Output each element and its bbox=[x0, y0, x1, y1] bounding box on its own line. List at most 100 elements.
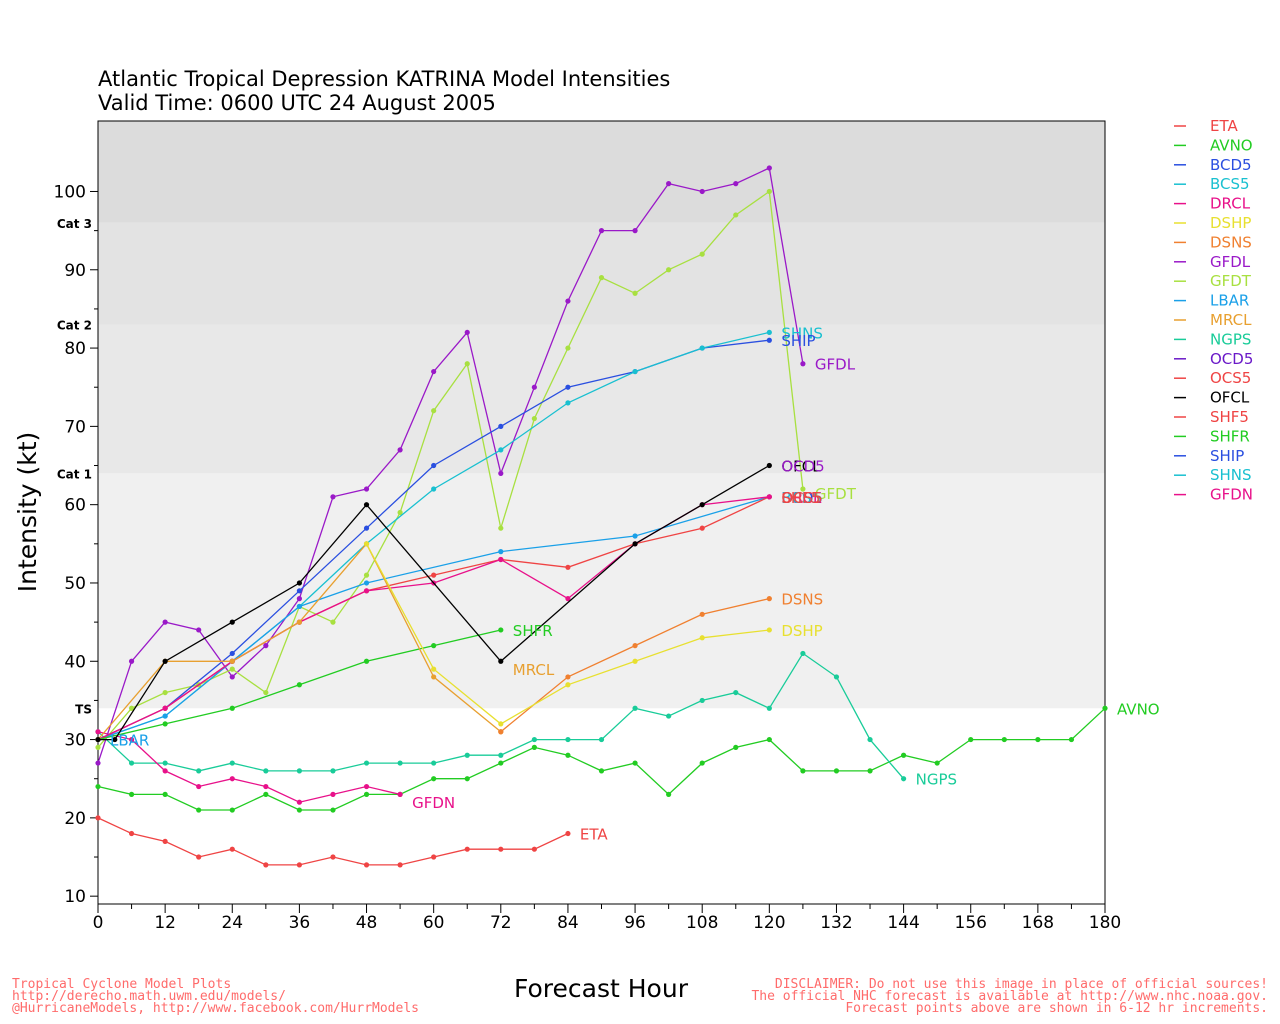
data-point-eta bbox=[162, 838, 168, 844]
data-point-gfdt bbox=[464, 361, 470, 367]
end-label-gfdt: GFDT bbox=[815, 485, 857, 503]
data-point-drcl bbox=[363, 588, 370, 594]
data-point-ngps bbox=[531, 736, 537, 743]
data-point-dsns bbox=[632, 643, 638, 649]
data-point-gfdn bbox=[397, 791, 403, 797]
y-tick-label: 100 bbox=[54, 182, 86, 202]
data-point-drcl bbox=[498, 556, 504, 563]
data-point-ngps bbox=[498, 752, 504, 758]
legend-label-dshp: DSHP bbox=[1210, 214, 1251, 232]
data-point-ship bbox=[363, 525, 370, 531]
data-point-eta bbox=[531, 846, 537, 852]
footer-right-line-3: Forecast points above are shown in 6-12 … bbox=[845, 1001, 1268, 1016]
data-point-dsns bbox=[766, 596, 772, 602]
data-point-avno bbox=[1035, 736, 1041, 743]
y-tick-label: 90 bbox=[64, 261, 86, 281]
data-point-dshp bbox=[498, 721, 504, 727]
x-tick-label: 108 bbox=[686, 913, 718, 933]
x-tick-label: 156 bbox=[955, 913, 987, 933]
data-point-ngps bbox=[867, 736, 873, 743]
data-point-gfdt bbox=[699, 251, 705, 257]
legend-label-ofcl: OFCL bbox=[1210, 389, 1250, 407]
data-point-avno bbox=[800, 768, 806, 774]
data-point-eta bbox=[565, 830, 571, 837]
end-label-gfdl: GFDL bbox=[815, 356, 856, 374]
data-point-ngps bbox=[800, 650, 806, 657]
intensity-bands: TS Cat 1 Cat 2 Cat 3 bbox=[57, 121, 1105, 716]
data-point-gfdl bbox=[632, 228, 638, 234]
data-point-ngps bbox=[296, 768, 302, 774]
data-point-avno bbox=[833, 768, 840, 774]
data-point-ofcl bbox=[632, 541, 638, 547]
legend-label-avno: AVNO bbox=[1210, 136, 1253, 154]
data-point-gfdt bbox=[95, 744, 101, 751]
series-line-lbar bbox=[97, 496, 770, 741]
data-point-lbar bbox=[363, 580, 370, 586]
data-point-ship bbox=[229, 650, 235, 657]
x-tick-label: 60 bbox=[423, 913, 445, 933]
data-point-avno bbox=[531, 744, 537, 751]
legend-label-shf5: SHF5 bbox=[1210, 408, 1249, 426]
data-point-ocs5 bbox=[699, 525, 705, 531]
data-point-ocs5 bbox=[565, 564, 571, 570]
end-label-shf5: SHF5 bbox=[781, 489, 820, 507]
data-point-avno bbox=[464, 776, 470, 782]
data-point-gfdl bbox=[330, 494, 336, 500]
x-tick-label: 120 bbox=[753, 913, 785, 933]
data-point-gfdt bbox=[565, 345, 571, 351]
data-point-avno bbox=[565, 752, 571, 758]
band-cat-3 bbox=[98, 121, 1105, 223]
legend-label-dsns: DSNS bbox=[1210, 233, 1252, 251]
data-point-avno bbox=[934, 760, 940, 766]
data-point-shns bbox=[565, 400, 571, 406]
data-point-shfr bbox=[296, 682, 302, 688]
data-point-shfr bbox=[229, 705, 235, 711]
series-line-gfdt bbox=[97, 190, 804, 748]
data-point-avno bbox=[1102, 705, 1108, 711]
data-point-avno bbox=[128, 791, 135, 797]
data-point-shns bbox=[632, 368, 638, 375]
data-point-gfdl bbox=[397, 447, 403, 453]
data-point-gfdt bbox=[800, 486, 806, 492]
data-point-dshp bbox=[699, 635, 705, 641]
data-point-ofcl bbox=[699, 502, 705, 508]
data-point-gfdl bbox=[363, 486, 370, 492]
data-point-gfdt bbox=[397, 509, 403, 516]
data-point-gfdl bbox=[162, 619, 168, 625]
data-point-drcl bbox=[766, 494, 772, 500]
data-point-dsns bbox=[498, 729, 504, 735]
data-point-ngps bbox=[901, 776, 907, 782]
data-point-gfdn bbox=[263, 783, 269, 790]
legend-label-lbar: LBAR bbox=[1210, 292, 1249, 310]
x-tick-label: 36 bbox=[289, 913, 311, 933]
data-point-gfdl bbox=[128, 658, 135, 664]
data-point-gfdl bbox=[229, 674, 235, 680]
data-point-gfdn bbox=[330, 791, 336, 797]
data-point-ngps bbox=[833, 674, 840, 680]
data-point-gfdt bbox=[666, 267, 672, 273]
data-point-shns bbox=[699, 345, 705, 351]
legend-label-ocs5: OCS5 bbox=[1210, 369, 1251, 387]
end-label-ocs5: OCS5 bbox=[781, 489, 822, 507]
data-point-avno bbox=[766, 736, 772, 743]
data-point-ship bbox=[766, 337, 772, 343]
data-point-ngps bbox=[162, 760, 168, 766]
data-point-mrcl bbox=[296, 619, 302, 625]
data-point-ngps bbox=[733, 689, 739, 696]
data-point-gfdl bbox=[296, 596, 302, 602]
end-label-bcs5: BCS5 bbox=[781, 489, 821, 507]
data-point-avno bbox=[263, 791, 269, 797]
band-ts bbox=[98, 473, 1105, 709]
legend-label-shns: SHNS bbox=[1210, 466, 1252, 484]
data-point-ngps bbox=[565, 736, 571, 743]
end-label-drcl: DRCL bbox=[781, 489, 822, 507]
data-point-ofcl bbox=[363, 502, 370, 508]
end-label-ship: SHIP bbox=[781, 332, 815, 350]
y-tick-label: 80 bbox=[64, 339, 86, 359]
data-point-ship bbox=[565, 384, 571, 390]
chart-subtitle: Valid Time: 0600 UTC 24 August 2005 bbox=[98, 91, 496, 115]
data-point-ngps bbox=[766, 705, 772, 711]
data-point-gfdl bbox=[498, 470, 504, 476]
data-point-gfdl bbox=[699, 188, 705, 195]
data-point-gfdt bbox=[632, 290, 638, 296]
